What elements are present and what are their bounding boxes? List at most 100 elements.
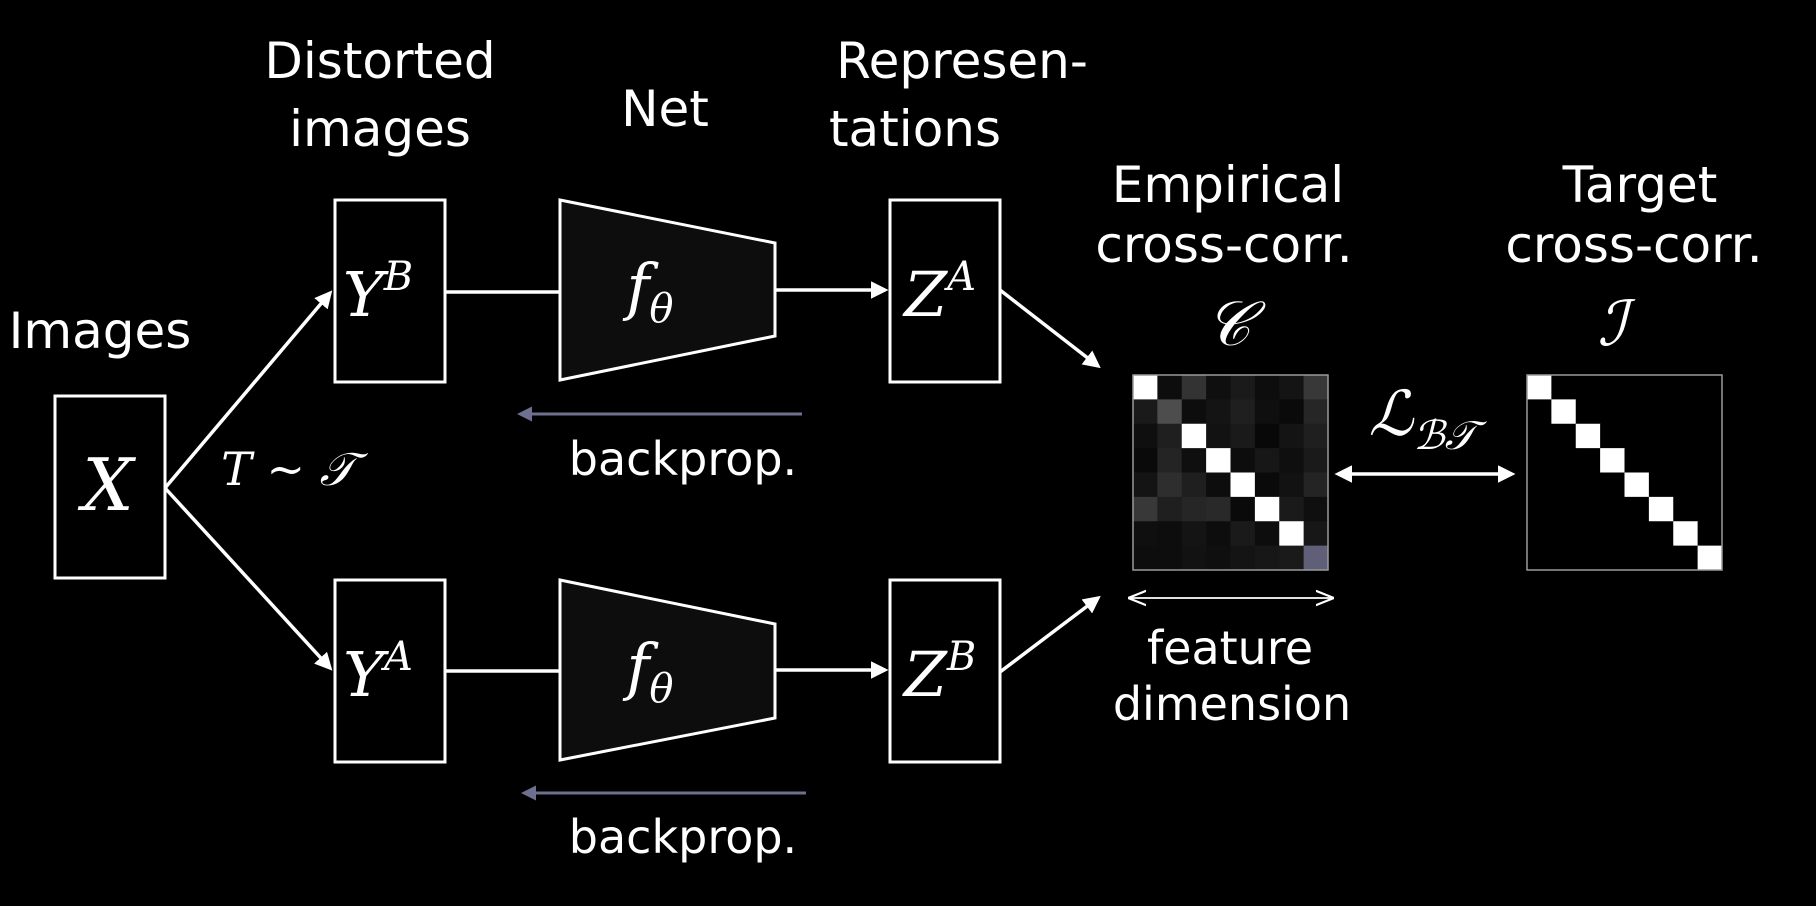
empirical-cell-3-7 (1303, 448, 1329, 473)
target-cell-2-6 (1673, 423, 1699, 449)
target-cell-5-7 (1697, 496, 1723, 522)
target-cell-2-0 (1527, 423, 1552, 449)
empirical-cell-7-0 (1133, 545, 1158, 571)
za-box (888, 198, 1002, 384)
empirical-cell-7-2 (1181, 545, 1207, 571)
target-cell-1-6 (1673, 399, 1699, 425)
target-cell-3-2 (1575, 448, 1601, 473)
target-cell-0-7 (1697, 375, 1723, 400)
i-symbol: ℐ (1597, 287, 1636, 360)
target-cell-7-4 (1624, 545, 1650, 571)
arrow-za-to-matrix (998, 288, 1101, 369)
target-cell-5-2 (1575, 496, 1601, 522)
target-cell-3-1 (1551, 448, 1577, 473)
target-cell-4-3 (1600, 472, 1625, 498)
target-cross-corr-matrix (1527, 375, 1723, 571)
target-cell-0-3 (1600, 375, 1625, 400)
target-cell-3-3 (1600, 448, 1625, 473)
empirical-cell-4-0 (1133, 472, 1158, 498)
target-matrix-border (1526, 374, 1723, 571)
empirical-cross-corr-matrix (1133, 375, 1329, 571)
empirical-cell-0-5 (1254, 375, 1280, 400)
target-cell-5-0 (1527, 496, 1552, 522)
target-cell-1-1 (1551, 399, 1577, 425)
empirical-cell-7-5 (1254, 545, 1280, 571)
empirical-cell-3-5 (1254, 448, 1280, 473)
target-cell-2-3 (1600, 423, 1625, 449)
zb-box (888, 578, 1002, 764)
empirical-cell-0-2 (1181, 375, 1207, 400)
empirical-cell-6-2 (1181, 521, 1207, 547)
empirical-cell-5-0 (1133, 496, 1158, 522)
target-cell-5-5 (1648, 496, 1674, 522)
empirical-cell-6-7 (1303, 521, 1329, 547)
images-label: Images (9, 302, 192, 360)
distorted-label-line2: images (289, 100, 471, 158)
empirical-cell-1-1 (1157, 399, 1183, 425)
empirical-cell-7-4 (1230, 545, 1256, 571)
target-cell-3-7 (1697, 448, 1723, 473)
empirical-cell-1-4 (1230, 399, 1256, 425)
empirical-cell-4-4 (1230, 472, 1256, 498)
empirical-cell-0-7 (1303, 375, 1329, 400)
empirical-cell-4-2 (1181, 472, 1207, 498)
empirical-cell-7-1 (1157, 545, 1183, 571)
target-cell-6-3 (1600, 521, 1625, 547)
empirical-cell-3-0 (1133, 448, 1158, 473)
target-cell-4-6 (1673, 472, 1699, 498)
target-cell-7-0 (1527, 545, 1552, 571)
empirical-cell-5-6 (1279, 496, 1305, 522)
empirical-cell-5-7 (1303, 496, 1329, 522)
target-cell-4-1 (1551, 472, 1577, 498)
ya-symbol: YA (343, 634, 413, 711)
c-symbol: 𝒞 (1205, 287, 1266, 360)
target-cell-0-1 (1551, 375, 1577, 400)
empirical-cell-1-7 (1303, 399, 1329, 425)
empirical-cell-2-3 (1206, 423, 1231, 449)
empirical-cell-5-4 (1230, 496, 1256, 522)
yb-box (333, 198, 447, 384)
target-cell-3-0 (1527, 448, 1552, 473)
empirical-cell-5-5 (1254, 496, 1280, 522)
target-cell-7-3 (1600, 545, 1625, 571)
net-top (558, 198, 777, 382)
net-label: Net (621, 80, 709, 138)
empirical-cell-2-7 (1303, 423, 1329, 449)
empirical-cell-5-3 (1206, 496, 1231, 522)
target-cell-3-4 (1624, 448, 1650, 473)
target-cell-4-0 (1527, 472, 1552, 498)
target-cell-0-4 (1624, 375, 1650, 400)
empirical-cell-4-1 (1157, 472, 1183, 498)
za-symbol: ZA (902, 254, 976, 331)
target-cell-6-4 (1624, 521, 1650, 547)
target-cell-1-0 (1527, 399, 1552, 425)
empirical-cell-0-1 (1157, 375, 1183, 400)
empirical-cell-6-1 (1157, 521, 1183, 547)
target-cell-3-5 (1648, 448, 1674, 473)
zb-symbol: ZB (902, 634, 977, 711)
target-cell-6-2 (1575, 521, 1601, 547)
backprop-label-bottom: backprop. (569, 810, 797, 864)
target-cell-5-6 (1673, 496, 1699, 522)
transform-symbol: T ~ 𝒯 (221, 442, 368, 496)
empirical-cell-1-0 (1133, 399, 1158, 425)
empirical-cell-6-5 (1254, 521, 1280, 547)
empirical-cell-0-6 (1279, 375, 1305, 400)
backprop-label-top: backprop. (569, 432, 797, 486)
empirical-cell-3-1 (1157, 448, 1183, 473)
target-cell-2-5 (1648, 423, 1674, 449)
empirical-cell-7-3 (1206, 545, 1231, 571)
empirical-cell-1-5 (1254, 399, 1280, 425)
target-cell-0-2 (1575, 375, 1601, 400)
target-cell-5-4 (1624, 496, 1650, 522)
repr-label-line1: Represen- (836, 32, 1088, 90)
target-cell-4-5 (1648, 472, 1674, 498)
empirical-cell-6-0 (1133, 521, 1158, 547)
distorted-label-line1: Distorted (264, 32, 495, 90)
arrow-x-to-ya (163, 486, 333, 671)
empirical-cell-1-3 (1206, 399, 1231, 425)
empirical-cell-3-3 (1206, 448, 1231, 473)
empirical-label-line2: cross-corr. (1095, 216, 1352, 274)
target-cell-6-5 (1648, 521, 1674, 547)
